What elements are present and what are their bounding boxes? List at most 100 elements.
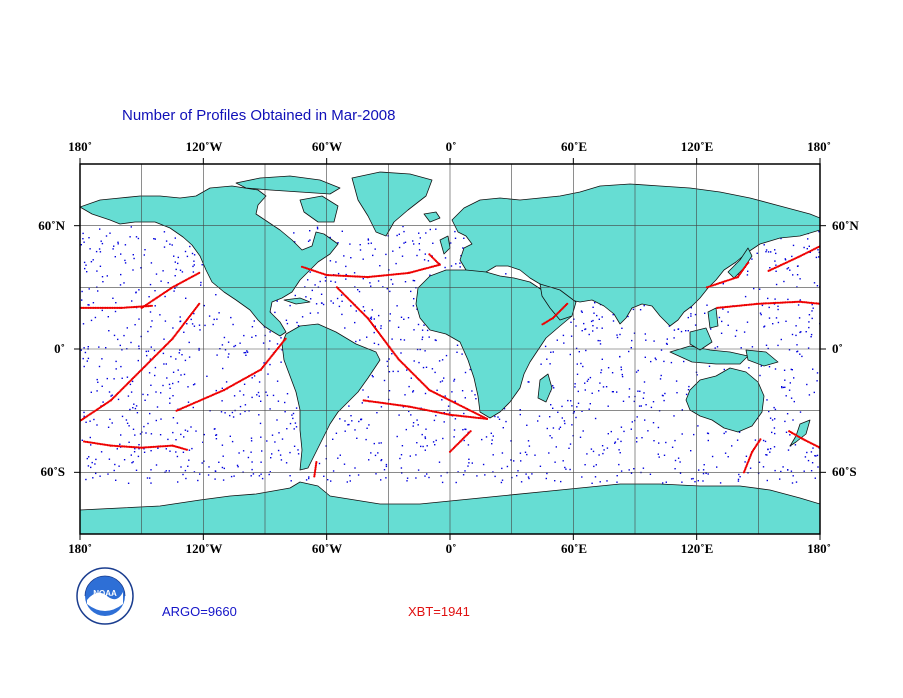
xbt-point: [433, 410, 436, 413]
argo-point: [177, 481, 179, 483]
argo-point: [172, 371, 175, 373]
xbt-point: [154, 445, 157, 448]
argo-point: [162, 384, 164, 387]
argo-point: [391, 353, 393, 355]
argo-point: [415, 287, 417, 289]
argo-point: [149, 283, 152, 286]
xbt-point: [757, 302, 760, 305]
land-eurasia: [451, 183, 820, 327]
argo-point: [216, 354, 218, 356]
argo-point: [423, 259, 426, 261]
xbt-point: [382, 274, 385, 277]
xbt-point: [741, 304, 745, 307]
argo-point: [294, 294, 296, 297]
argo-point: [647, 430, 649, 432]
xbt-point: [394, 403, 397, 406]
xbt-point: [431, 410, 434, 413]
argo-point: [398, 233, 400, 235]
argo-point: [144, 249, 146, 251]
xbt-point: [135, 305, 138, 308]
argo-point: [808, 394, 811, 396]
argo-point: [111, 422, 113, 424]
argo-point: [773, 406, 775, 409]
xbt-point: [103, 443, 106, 446]
argo-point: [215, 434, 218, 436]
argo-point: [817, 249, 819, 251]
argo-point: [597, 339, 599, 342]
argo-point: [784, 259, 787, 261]
noaa-logo: NOAA: [76, 567, 134, 625]
argo-point: [607, 405, 609, 407]
argo-point: [610, 430, 612, 433]
xbt-point: [425, 267, 428, 270]
argo-point: [461, 390, 464, 392]
argo-point: [803, 470, 805, 472]
argo-point: [792, 419, 794, 421]
argo-point: [184, 429, 187, 431]
argo-point: [140, 335, 142, 338]
argo-point: [594, 302, 596, 304]
xbt-point: [161, 445, 164, 448]
argo-point: [89, 248, 91, 250]
argo-point: [138, 345, 140, 347]
argo-point: [468, 462, 470, 464]
argo-point: [795, 334, 797, 337]
argo-point: [198, 324, 201, 326]
argo-point: [734, 335, 737, 337]
argo-point: [360, 418, 362, 421]
argo-point: [780, 338, 782, 341]
argo-point: [213, 318, 215, 321]
xbt-point: [354, 275, 357, 278]
argo-point: [423, 324, 425, 326]
argo-point: [502, 427, 504, 429]
argo-point: [628, 469, 630, 471]
argo-point: [573, 411, 575, 413]
argo-point: [703, 464, 705, 466]
argo-point: [799, 299, 801, 301]
xbt-point: [404, 272, 407, 275]
xbt-point: [784, 301, 787, 304]
xbt-point: [330, 274, 333, 277]
argo-point: [800, 331, 802, 333]
argo-point: [244, 351, 247, 354]
argo-point: [129, 383, 132, 386]
argo-point: [207, 474, 210, 476]
xbt-point: [455, 414, 458, 417]
xbt-point: [733, 277, 736, 280]
argo-point: [453, 378, 456, 381]
argo-point: [184, 469, 187, 472]
argo-point: [81, 290, 83, 293]
argo-point: [645, 339, 647, 341]
argo-point: [373, 331, 375, 334]
argo-point: [101, 358, 103, 360]
argo-point: [706, 432, 709, 434]
xbt-point: [120, 445, 123, 448]
argo-point: [552, 351, 554, 353]
argo-point: [632, 308, 635, 311]
argo-point: [354, 467, 356, 469]
argo-point: [266, 394, 269, 397]
argo-point: [90, 466, 92, 469]
argo-point: [464, 470, 466, 472]
xbt-point: [114, 444, 118, 448]
argo-point: [447, 405, 450, 407]
argo-point: [650, 406, 653, 409]
xbt-point: [125, 445, 128, 448]
xbt-point: [347, 275, 350, 278]
argo-point: [322, 303, 325, 306]
argo-point: [429, 228, 431, 231]
argo-point: [658, 456, 660, 458]
argo-point: [147, 350, 150, 352]
argo-point: [759, 374, 761, 377]
argo-point: [137, 237, 140, 240]
xbt-point: [765, 302, 769, 305]
argo-point: [618, 463, 620, 466]
argo-point: [799, 331, 801, 334]
argo-point: [224, 412, 226, 414]
argo-point: [434, 444, 436, 446]
argo-point: [362, 389, 364, 391]
argo-point: [424, 475, 426, 477]
argo-point: [456, 351, 458, 353]
argo-point: [636, 416, 638, 418]
svg-text:NOAA: NOAA: [93, 589, 117, 598]
